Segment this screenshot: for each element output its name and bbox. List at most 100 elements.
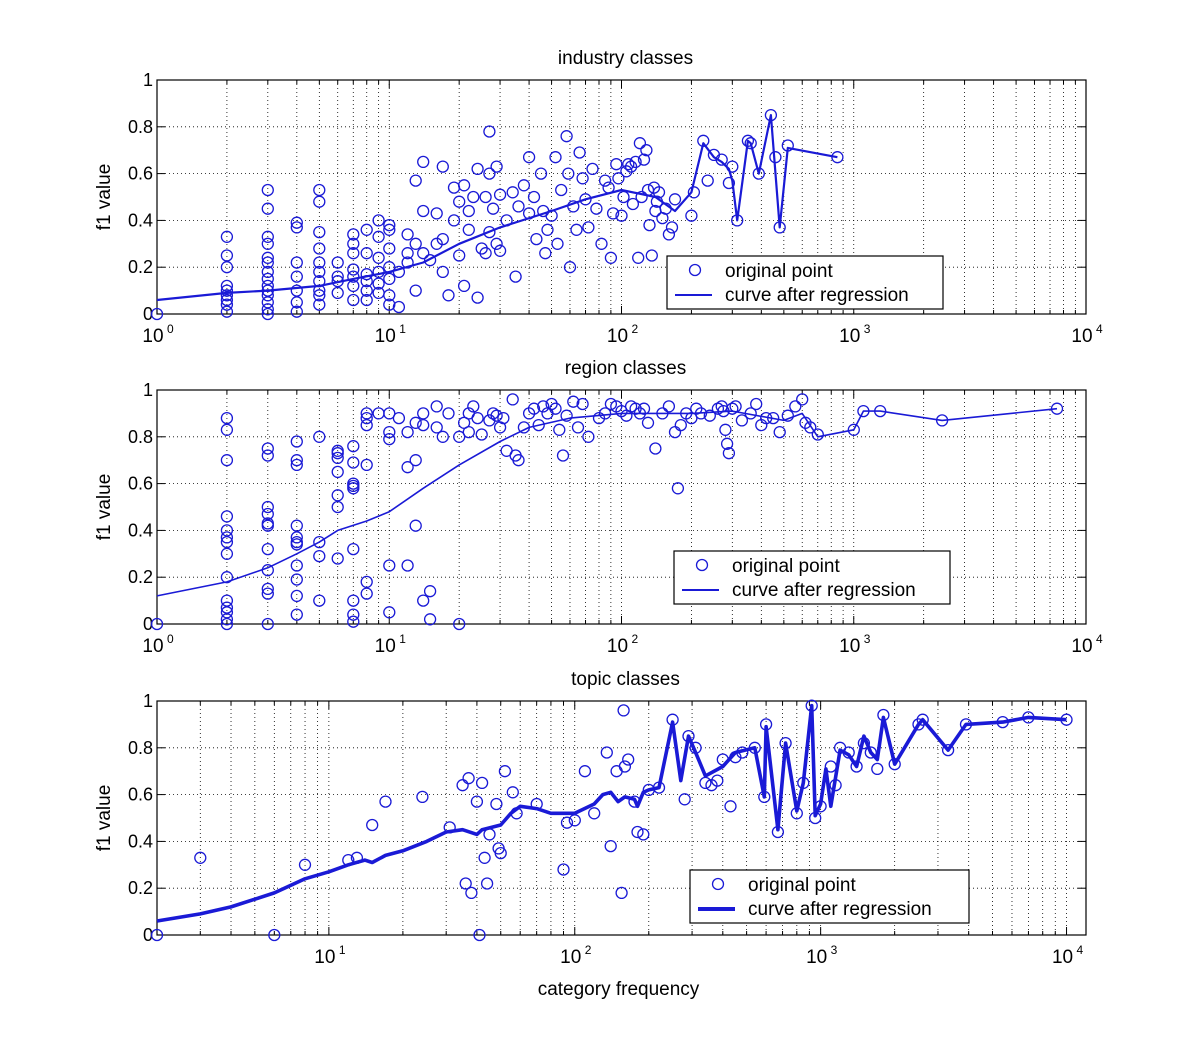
data-point	[347, 228, 360, 241]
data-point	[372, 230, 385, 243]
data-point	[804, 421, 817, 434]
data-point	[417, 247, 430, 260]
x-tick-label: 10	[1071, 326, 1092, 347]
data-point	[383, 261, 396, 274]
data-point	[360, 247, 373, 260]
data-point	[347, 247, 360, 260]
x-tick-label: 10	[375, 326, 396, 347]
data-point	[220, 571, 234, 584]
grid	[157, 390, 1086, 624]
data-point	[220, 510, 234, 523]
data-point	[578, 765, 592, 778]
data-point	[290, 531, 303, 544]
data-point	[347, 279, 360, 293]
data-point	[347, 456, 360, 469]
data-point	[457, 179, 471, 192]
data-point	[313, 195, 326, 208]
x-tick-label: 10	[839, 636, 860, 657]
data-point	[350, 851, 364, 864]
data-point	[598, 407, 612, 420]
data-point	[443, 821, 456, 834]
data-point	[261, 230, 274, 243]
data-point	[522, 207, 536, 220]
data-point	[888, 758, 901, 771]
data-point	[557, 863, 570, 876]
legend-entry-points: original point	[732, 556, 840, 577]
data-point	[220, 249, 234, 262]
data-point	[401, 247, 414, 260]
data-point	[935, 414, 949, 427]
data-point	[401, 256, 414, 269]
data-point	[471, 411, 484, 425]
data-point	[1060, 713, 1073, 726]
legend-box	[666, 255, 944, 310]
data-point	[313, 183, 326, 197]
x-tick-label: 10	[607, 636, 628, 657]
data-point	[347, 608, 360, 621]
x-tick-exponent: 4	[1096, 632, 1103, 646]
data-point	[392, 411, 406, 425]
data-point	[615, 209, 628, 222]
y-tick-label: 0.6	[128, 785, 153, 805]
x-tick-exponent: 3	[864, 632, 871, 646]
data-point	[590, 202, 603, 215]
data-point	[486, 407, 500, 420]
data-point	[220, 293, 234, 307]
data-point	[261, 279, 274, 293]
data-point	[290, 454, 303, 467]
data-point	[490, 409, 503, 422]
data-point	[220, 601, 234, 614]
data-point	[874, 404, 887, 418]
data-point	[417, 155, 430, 169]
data-point	[313, 225, 326, 239]
data-point	[631, 825, 644, 839]
data-point	[758, 790, 771, 804]
data-point	[571, 421, 585, 434]
data-point	[615, 886, 628, 900]
data-point	[729, 400, 742, 413]
data-point	[383, 223, 396, 236]
original-points	[150, 699, 1073, 942]
data-point	[313, 265, 326, 279]
data-point	[331, 465, 344, 479]
data-point	[150, 307, 164, 321]
data-point	[809, 811, 822, 825]
data-point	[641, 416, 655, 429]
data-point	[996, 715, 1009, 729]
data-point	[643, 218, 656, 232]
data-point	[600, 746, 613, 759]
axes-frame	[156, 700, 1087, 936]
data-point	[699, 776, 712, 790]
data-point	[447, 214, 461, 227]
data-point	[409, 237, 422, 250]
data-point	[773, 221, 786, 234]
data-point	[290, 216, 303, 229]
data-point	[512, 454, 525, 467]
data-point	[290, 270, 303, 283]
data-point	[150, 617, 164, 631]
data-point	[383, 432, 396, 446]
data-point	[436, 265, 449, 279]
data-point	[682, 729, 695, 743]
data-point	[711, 774, 724, 787]
data-point	[781, 139, 794, 152]
data-point	[290, 284, 303, 297]
data-point	[494, 846, 507, 860]
data-point	[506, 186, 519, 199]
data-point	[290, 608, 303, 621]
data-point	[656, 407, 669, 420]
data-point	[690, 402, 703, 415]
panel-title: industry classes	[558, 48, 693, 69]
data-point	[674, 418, 687, 432]
data-point	[604, 839, 617, 853]
data-point	[602, 181, 615, 194]
data-point	[462, 204, 475, 218]
x-tick-exponent: 2	[632, 632, 639, 646]
x-tick-label: 10	[314, 947, 335, 968]
data-point	[467, 400, 480, 413]
data-point	[261, 442, 274, 455]
data-point	[701, 174, 714, 187]
data-point	[715, 153, 728, 166]
